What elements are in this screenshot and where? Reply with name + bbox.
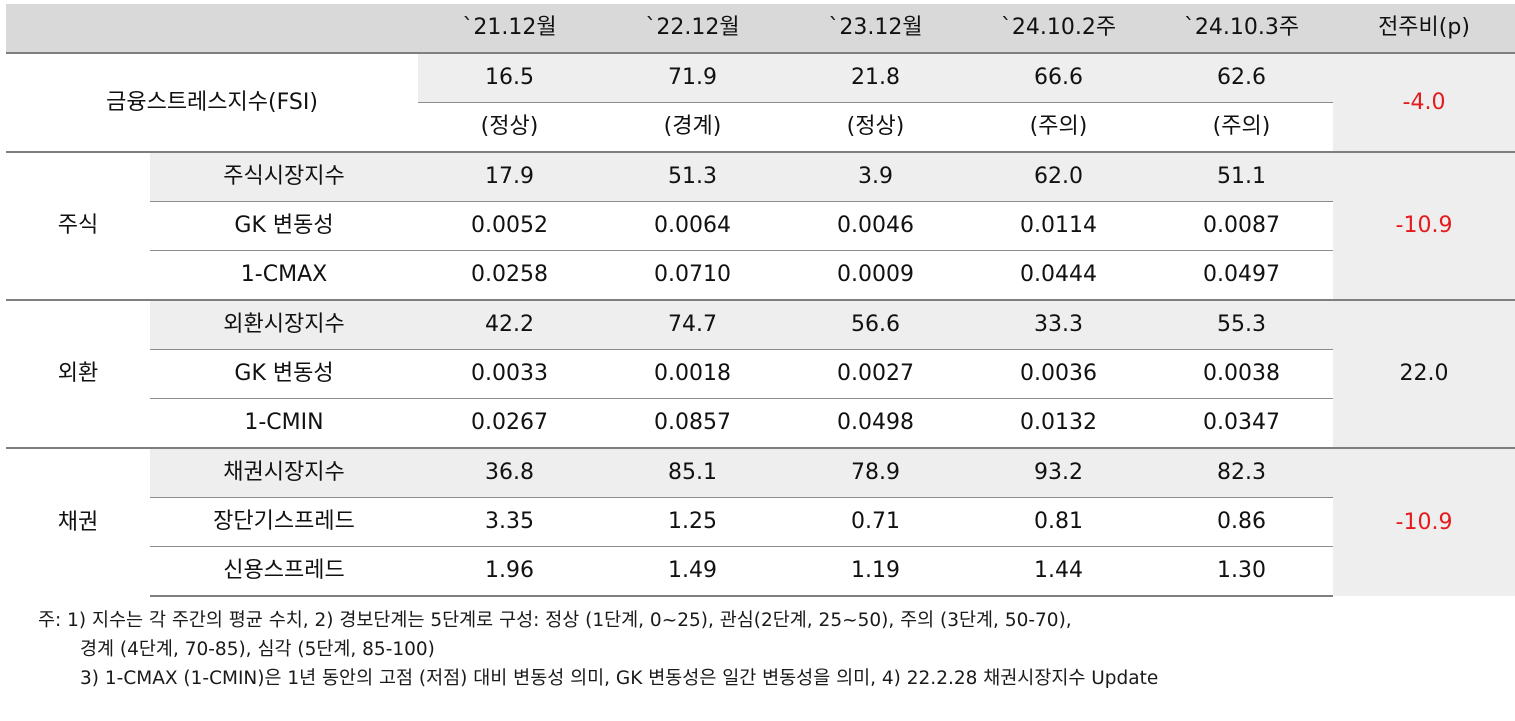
fsi-value: 71.9 xyxy=(601,52,784,103)
cell-value: 0.0027 xyxy=(784,349,967,399)
cell-value: 1.19 xyxy=(784,546,967,597)
cell-value: 0.0033 xyxy=(418,349,601,399)
cell-value: 51.3 xyxy=(601,151,784,202)
cell-value: 0.0347 xyxy=(1150,398,1333,448)
footnote-line-3: 3) 1-CMAX (1-CMIN)은 1년 동안의 고점 (저점) 대비 변동… xyxy=(80,668,1159,689)
row-name: 외환시장지수 xyxy=(150,299,418,350)
cell-value: 56.6 xyxy=(784,299,967,350)
cell-value: 1.25 xyxy=(601,497,784,547)
footnote-line-2: 경계 (4단계, 70-85), 심각 (5단계, 85-100) xyxy=(80,639,435,660)
cell-value: 62.0 xyxy=(967,151,1150,202)
cell-value: 0.81 xyxy=(967,497,1150,547)
cell-value: 0.71 xyxy=(784,497,967,547)
fsi-table: `21.12월 `22.12월 `23.12월 `24.10.2주 `24.10… xyxy=(6,4,1515,597)
row-name: 1-CMAX xyxy=(150,250,418,300)
cell-value: 0.0498 xyxy=(784,398,967,448)
cell-value: 0.0009 xyxy=(784,250,967,300)
cell-value: 42.2 xyxy=(418,299,601,350)
cell-value: 0.0497 xyxy=(1150,250,1333,300)
row-name: GK 변동성 xyxy=(150,349,418,399)
cell-value: 17.9 xyxy=(418,151,601,202)
fsi-value: 16.5 xyxy=(418,52,601,103)
cell-value: 0.0258 xyxy=(418,250,601,300)
cell-value: 85.1 xyxy=(601,447,784,498)
cell-value: 1.30 xyxy=(1150,546,1333,597)
cell-value: 55.3 xyxy=(1150,299,1333,350)
cell-value: 78.9 xyxy=(784,447,967,498)
fsi-status: (정상) xyxy=(784,102,967,152)
fsi-table-container: `21.12월 `22.12월 `23.12월 `24.10.2주 `24.10… xyxy=(6,4,1515,597)
cell-value: 74.7 xyxy=(601,299,784,350)
cell-value: 0.0046 xyxy=(784,201,967,251)
fsi-status: (주의) xyxy=(967,102,1150,152)
cell-value: 0.0444 xyxy=(967,250,1150,300)
cell-value: 0.0114 xyxy=(967,201,1150,251)
fsi-label: 금융스트레스지수(FSI) xyxy=(6,52,418,152)
cell-value: 0.0036 xyxy=(967,349,1150,399)
cell-value: 1.49 xyxy=(601,546,784,597)
footnote-line-1: 주: 1) 지수는 각 주간의 평균 수치, 2) 경보단계는 5단계로 구성:… xyxy=(38,610,1072,631)
row-name: 채권시장지수 xyxy=(150,447,418,498)
group-label-stock: 주식 xyxy=(6,151,150,300)
fsi-status: (주의) xyxy=(1150,102,1333,152)
cell-value: 0.0267 xyxy=(418,398,601,448)
row-name: 주식시장지수 xyxy=(150,151,418,202)
header-col-3: `23.12월 xyxy=(784,4,967,53)
header-blank xyxy=(6,4,418,53)
header-col-change: 전주비(p) xyxy=(1333,4,1515,53)
fsi-status: (정상) xyxy=(418,102,601,152)
stock-row-cmax: 1-CMAX 0.0258 0.0710 0.0009 0.0444 0.049… xyxy=(6,250,1515,300)
stock-row-index: 주식 주식시장지수 17.9 51.3 3.9 62.0 51.1 -10.9 xyxy=(6,151,1515,300)
fx-row-index: 외환 외환시장지수 42.2 74.7 56.6 33.3 55.3 22.0 xyxy=(6,299,1515,448)
cell-value: 82.3 xyxy=(1150,447,1333,498)
fsi-value-row: 금융스트레스지수(FSI) 16.5 71.9 21.8 66.6 62.6 -… xyxy=(6,52,1515,152)
group-label-fx: 외환 xyxy=(6,299,150,448)
cell-value: 3.35 xyxy=(418,497,601,547)
group-change-bond: -10.9 xyxy=(1333,447,1515,596)
cell-value: 0.86 xyxy=(1150,497,1333,547)
cell-value: 33.3 xyxy=(967,299,1150,350)
header-col-5: `24.10.3주 xyxy=(1150,4,1333,53)
row-name: GK 변동성 xyxy=(150,201,418,251)
fsi-value: 21.8 xyxy=(784,52,967,103)
cell-value: 93.2 xyxy=(967,447,1150,498)
group-change-stock: -10.9 xyxy=(1333,151,1515,300)
cell-value: 0.0038 xyxy=(1150,349,1333,399)
row-name: 1-CMIN xyxy=(150,398,418,448)
cell-value: 1.44 xyxy=(967,546,1150,597)
group-label-bond: 채권 xyxy=(6,447,150,596)
cell-value: 3.9 xyxy=(784,151,967,202)
header-col-4: `24.10.2주 xyxy=(967,4,1150,53)
group-change-fx: 22.0 xyxy=(1333,299,1515,448)
cell-value: 36.8 xyxy=(418,447,601,498)
fsi-value: 66.6 xyxy=(967,52,1150,103)
fsi-status: (경계) xyxy=(601,102,784,152)
bond-row-index: 채권 채권시장지수 36.8 85.1 78.9 93.2 82.3 -10.9 xyxy=(6,447,1515,596)
row-name: 장단기스프레드 xyxy=(150,497,418,547)
cell-value: 0.0710 xyxy=(601,250,784,300)
row-name: 신용스프레드 xyxy=(150,546,418,597)
fsi-change: -4.0 xyxy=(1333,52,1515,152)
cell-value: 51.1 xyxy=(1150,151,1333,202)
fsi-status-row: (정상) (경계) (정상) (주의) (주의) xyxy=(6,102,1515,152)
header-row: `21.12월 `22.12월 `23.12월 `24.10.2주 `24.10… xyxy=(6,4,1515,53)
fx-row-gk: GK 변동성 0.0033 0.0018 0.0027 0.0036 0.003… xyxy=(6,349,1515,399)
header-col-1: `21.12월 xyxy=(418,4,601,53)
stock-row-gk: GK 변동성 0.0052 0.0064 0.0046 0.0114 0.008… xyxy=(6,201,1515,251)
header-col-2: `22.12월 xyxy=(601,4,784,53)
cell-value: 1.96 xyxy=(418,546,601,597)
bond-row-credit-spread: 신용스프레드 1.96 1.49 1.19 1.44 1.30 xyxy=(6,546,1515,597)
footnotes: 주: 1) 지수는 각 주간의 평균 수치, 2) 경보단계는 5단계로 구성:… xyxy=(38,606,1498,693)
bond-row-term-spread: 장단기스프레드 3.35 1.25 0.71 0.81 0.86 xyxy=(6,497,1515,547)
cell-value: 0.0064 xyxy=(601,201,784,251)
cell-value: 0.0857 xyxy=(601,398,784,448)
cell-value: 0.0087 xyxy=(1150,201,1333,251)
cell-value: 0.0052 xyxy=(418,201,601,251)
cell-value: 0.0018 xyxy=(601,349,784,399)
fsi-value: 62.6 xyxy=(1150,52,1333,103)
cell-value: 0.0132 xyxy=(967,398,1150,448)
fx-row-cmin: 1-CMIN 0.0267 0.0857 0.0498 0.0132 0.034… xyxy=(6,398,1515,448)
